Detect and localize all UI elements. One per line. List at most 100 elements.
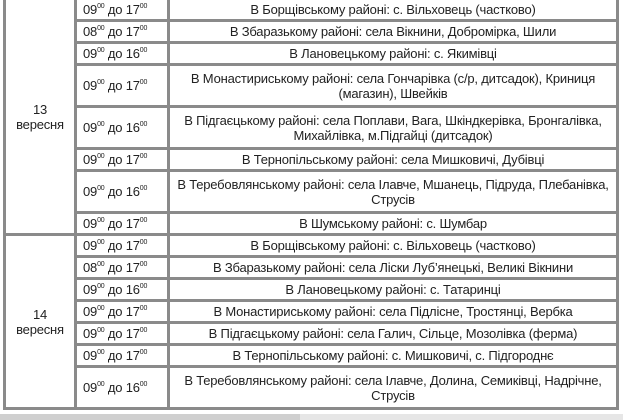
minutes: 00 (139, 283, 148, 290)
minutes: 00 (97, 327, 105, 334)
minutes: 00 (97, 79, 105, 86)
location-cell: В Теребовлянському районі: села Ілавче, … (167, 169, 619, 214)
table-row: 14 вересня 0900 до 1700 В Борщівському райо… (3, 233, 619, 410)
time-cell: 0900 до 1600 (74, 169, 170, 214)
time-from: 09 (83, 152, 98, 167)
date-cell: 14 вересня (3, 233, 77, 410)
time-to: 16 (125, 282, 140, 297)
location-cell: В Тернопільському районі: с. Мишковичі, … (167, 343, 619, 368)
time-from: 09 (83, 326, 98, 341)
horizontal-scrollbar[interactable] (0, 414, 623, 420)
minutes: 00 (97, 121, 105, 128)
until-label: до (107, 2, 123, 17)
table-row: 0900 до 1600 В Підгаєцькому районі: села … (5, 105, 619, 150)
until-label: до (107, 282, 123, 297)
location-cell: В Шумському районі: с. Шумбар (167, 211, 619, 236)
time-to: 17 (125, 238, 140, 253)
minutes: 00 (97, 217, 105, 224)
location-cell: В Лановецькому районі: с. Якимівці (167, 41, 619, 66)
time-cell: 0900 до 1600 (74, 41, 170, 66)
table-row: 0900 до 1700 В Підгаєцькому районі: села … (5, 321, 619, 346)
minutes: 00 (97, 381, 105, 388)
minutes: 00 (139, 185, 148, 192)
until-label: до (107, 24, 123, 39)
minutes: 00 (139, 239, 148, 246)
location-cell: В Борщівському районі: с. Вільховець (ча… (167, 233, 619, 258)
month: вересня (16, 116, 64, 132)
location-cell: В Монастириському районі: села Підлісне,… (167, 299, 619, 324)
table-row: 0900 до 1700 В Монастириському районі: се… (5, 63, 619, 108)
minutes: 00 (97, 305, 105, 312)
until-label: до (107, 46, 123, 61)
minutes: 00 (139, 79, 148, 86)
time-from: 09 (83, 380, 98, 395)
time-cell: 0900 до 1700 (74, 63, 170, 108)
scrollbar-thumb[interactable] (0, 414, 300, 420)
until-label: до (107, 380, 123, 395)
until-label: до (107, 260, 123, 275)
time-from: 09 (83, 184, 98, 199)
minutes: 00 (97, 349, 105, 356)
minutes: 00 (139, 121, 148, 128)
time-cell: 0900 до 1700 (74, 0, 170, 22)
minutes: 00 (139, 153, 148, 160)
time-cell: 0900 до 1700 (74, 233, 170, 258)
location-cell: В Підгаєцькому районі: села Галич, Сільц… (167, 321, 619, 346)
time-from: 09 (83, 348, 98, 363)
time-cell: 0900 до 1600 (74, 105, 170, 150)
table-row: 0900 до 1600 В Лановецькому районі: с. Як… (5, 41, 619, 66)
time-from: 08 (83, 260, 98, 275)
date-cell: 13 вересня (3, 0, 77, 236)
table-row: 0900 до 1700 В Шумському районі: с. Шумба… (5, 211, 619, 236)
location-cell: В Тернопільському районі: села Мишковичі… (167, 147, 619, 172)
month: вересня (16, 321, 64, 337)
time-from: 09 (83, 238, 98, 253)
minutes: 00 (139, 3, 148, 10)
minutes: 00 (97, 153, 105, 160)
minutes: 00 (97, 261, 105, 268)
minutes: 00 (97, 185, 105, 192)
until-label: до (107, 326, 123, 341)
time-cell: 0900 до 1700 (74, 211, 170, 236)
time-to: 16 (125, 46, 140, 61)
location-cell: В Теребовлянському районі: села Ілавче, … (167, 365, 619, 410)
until-label: до (107, 152, 123, 167)
time-to: 17 (125, 326, 140, 341)
outage-schedule-table: 13 вересня 0900 до 1700 В Борщівському райо… (3, 0, 619, 410)
time-from: 09 (83, 282, 98, 297)
table-row: 0900 до 1700 В Тернопільському районі: с.… (5, 343, 619, 368)
minutes: 00 (139, 349, 148, 356)
until-label: до (107, 78, 123, 93)
time-cell: 0900 до 1600 (74, 277, 170, 302)
time-from: 08 (83, 24, 98, 39)
time-to: 17 (125, 2, 140, 17)
table-row: 0900 до 1600 В Теребовлянському районі: с… (5, 365, 619, 410)
until-label: до (107, 304, 123, 319)
until-label: до (107, 184, 123, 199)
minutes: 00 (97, 47, 105, 54)
time-from: 09 (83, 304, 98, 319)
time-cell: 0900 до 1700 (74, 343, 170, 368)
location-cell: В Збаразькому районі: села Ліски Луб’яне… (167, 255, 619, 280)
minutes: 00 (97, 283, 105, 290)
minutes: 00 (139, 305, 148, 312)
minutes: 00 (139, 327, 148, 334)
minutes: 00 (139, 381, 148, 388)
time-from: 09 (83, 46, 98, 61)
time-to: 17 (125, 304, 140, 319)
table-row: 0900 до 1700 В Тернопільському районі: се… (5, 147, 619, 172)
until-label: до (107, 238, 123, 253)
day: 14 (32, 306, 48, 322)
minutes: 00 (97, 3, 105, 10)
time-from: 09 (83, 216, 98, 231)
table-row: 0900 до 1700 В Монастириському районі: се… (5, 299, 619, 324)
time-cell: 0800 до 1700 (74, 19, 170, 44)
location-cell: В Лановецькому районі: с. Татаринці (167, 277, 619, 302)
minutes: 00 (139, 217, 148, 224)
minutes: 00 (97, 25, 105, 32)
location-cell: В Підгаєцькому районі: села Поплави, Ваг… (167, 105, 619, 150)
time-to: 17 (125, 78, 140, 93)
time-cell: 0900 до 1700 (74, 321, 170, 346)
location-cell: В Борщівському районі: с. Вільховець (ча… (167, 0, 619, 22)
time-to: 17 (125, 216, 140, 231)
